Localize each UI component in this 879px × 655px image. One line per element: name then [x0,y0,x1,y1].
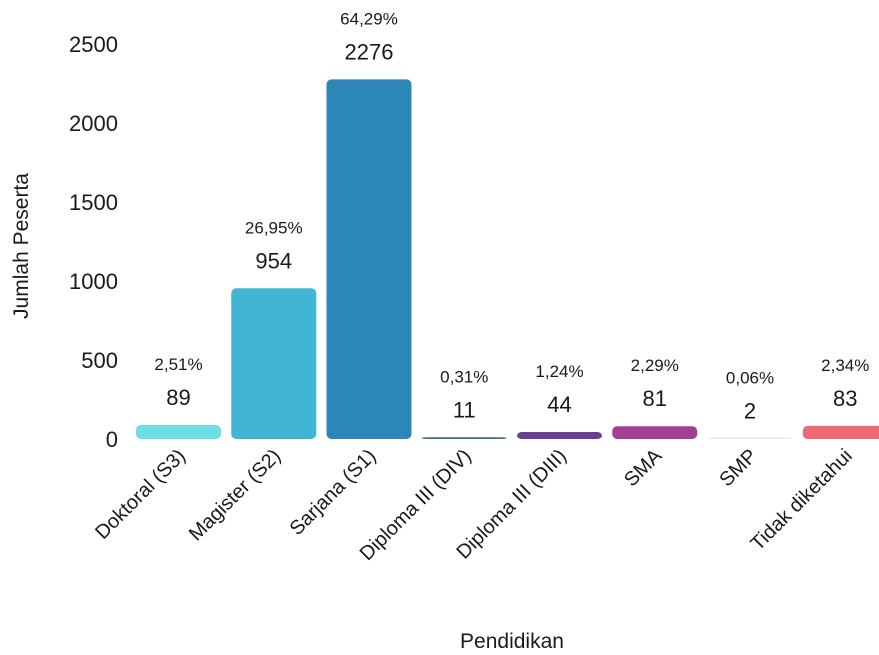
x-tick-label: Magister (S2) [185,445,285,545]
value-label: 44 [547,392,571,417]
value-label: 81 [643,386,667,411]
value-label: 2276 [345,39,394,64]
percent-label: 0,31% [440,367,488,386]
x-tick-label: SMP [715,445,761,491]
y-axis-title: Jumlah Peserta [10,173,33,319]
y-tick-label: 1500 [69,190,118,215]
percent-label: 26,95% [245,218,303,237]
value-label: 954 [255,248,292,273]
y-tick-label: 500 [81,348,118,373]
percent-label: 64,29% [340,9,398,28]
y-tick-label: 2500 [69,32,118,57]
x-tick-label: Tidak diketahui [747,445,857,555]
bar [231,288,317,439]
data-labels: 89 2,51% 954 26,95% 2276 64,29% 11 0,31% 44 1,24%… [154,9,869,423]
y-tick-label: 1000 [69,269,118,294]
y-axis-ticks: 0 500 1000 1500 2000 2500 [69,32,118,452]
x-tick-label: Doktoral (S3) [91,445,190,544]
percent-label: 2,29% [631,356,679,375]
x-axis-title: Pendidikan [460,630,564,653]
bar [136,424,221,439]
percent-label: 1,24% [535,362,583,381]
x-axis-tick-labels: Doktoral (S3)Magister (S2) Sarjana (S1)Di… [91,445,857,566]
x-tick-label: Sarjana (S1) [286,445,381,540]
value-label: 11 [453,397,476,422]
bars [136,79,879,439]
y-tick-label: 0 [106,427,118,452]
percent-label: 2,51% [154,355,202,374]
percent-label: 0,06% [726,369,774,388]
bar [802,425,879,439]
bar [326,79,412,439]
bar [421,437,507,439]
x-tick-label: SMA [620,445,667,492]
bar [517,432,602,439]
value-label: 83 [833,386,857,411]
bar [612,426,698,439]
percent-label: 2,34% [821,356,869,375]
y-tick-label: 2000 [69,111,118,136]
value-label: 89 [166,385,190,410]
bar [707,437,793,439]
value-label: 2 [744,399,756,424]
